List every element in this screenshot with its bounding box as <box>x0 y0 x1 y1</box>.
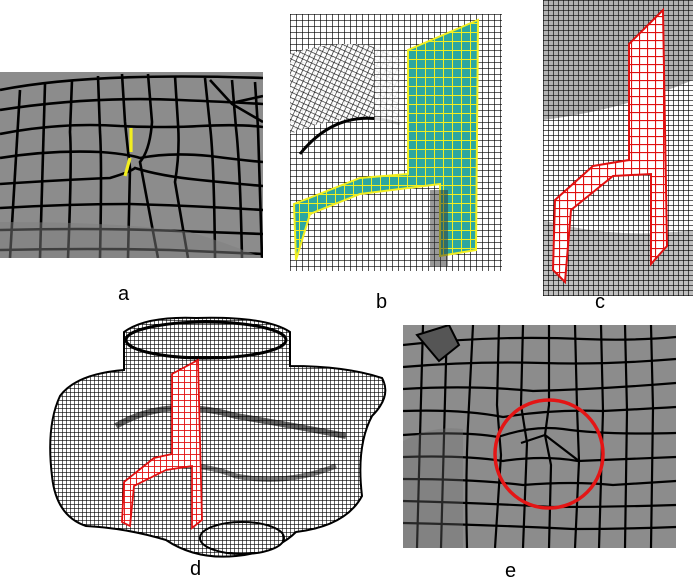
panel-a <box>0 72 263 258</box>
panel-c-mesh <box>543 0 693 296</box>
panel-a-mesh <box>0 72 263 258</box>
seam-highlight <box>123 128 133 177</box>
panel-c <box>543 0 693 296</box>
caption-b: b <box>376 291 388 313</box>
caption-a: a <box>118 283 130 305</box>
caption-d: d <box>190 558 202 580</box>
caption-c: c <box>595 291 605 313</box>
panel-e-mesh <box>403 325 676 548</box>
panel-e <box>403 325 676 548</box>
singularity-circle <box>493 398 605 510</box>
panel-b <box>290 14 502 271</box>
panel-b-mesh <box>290 14 502 271</box>
panel-d <box>46 316 392 560</box>
panel-d-mesh <box>49 316 387 558</box>
caption-e: e <box>505 560 517 582</box>
